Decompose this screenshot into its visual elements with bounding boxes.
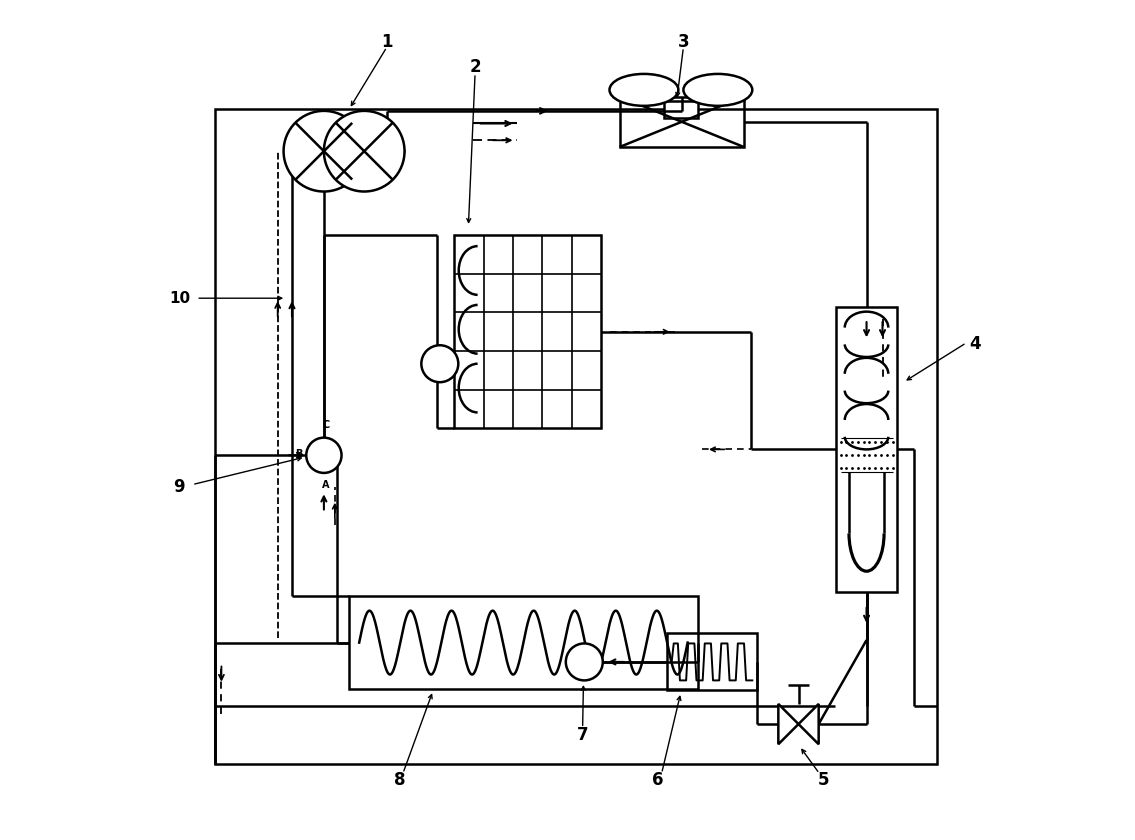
Circle shape bbox=[421, 345, 459, 382]
Text: 8: 8 bbox=[394, 770, 405, 789]
Ellipse shape bbox=[683, 74, 753, 106]
Text: 2: 2 bbox=[469, 58, 481, 76]
Text: 4: 4 bbox=[969, 335, 981, 354]
Text: 10: 10 bbox=[169, 291, 190, 306]
Bar bbox=[350, 596, 698, 689]
Bar bbox=[664, 101, 698, 118]
Text: B: B bbox=[295, 449, 302, 459]
Circle shape bbox=[306, 438, 342, 473]
Circle shape bbox=[566, 643, 603, 680]
Text: 7: 7 bbox=[577, 726, 588, 744]
Bar bbox=[215, 109, 938, 764]
Text: 9: 9 bbox=[174, 478, 185, 496]
Bar bbox=[620, 97, 743, 147]
Ellipse shape bbox=[609, 74, 679, 106]
Polygon shape bbox=[779, 704, 799, 744]
Circle shape bbox=[323, 111, 404, 192]
Text: 3: 3 bbox=[678, 33, 689, 51]
Polygon shape bbox=[799, 704, 818, 744]
Circle shape bbox=[284, 111, 364, 192]
Bar bbox=[454, 235, 602, 428]
Bar bbox=[836, 307, 897, 592]
Text: 5: 5 bbox=[818, 770, 830, 789]
Text: 6: 6 bbox=[653, 770, 664, 789]
Text: A: A bbox=[322, 480, 329, 491]
Text: 1: 1 bbox=[381, 33, 393, 51]
Text: C: C bbox=[322, 420, 330, 430]
Bar bbox=[666, 633, 757, 690]
